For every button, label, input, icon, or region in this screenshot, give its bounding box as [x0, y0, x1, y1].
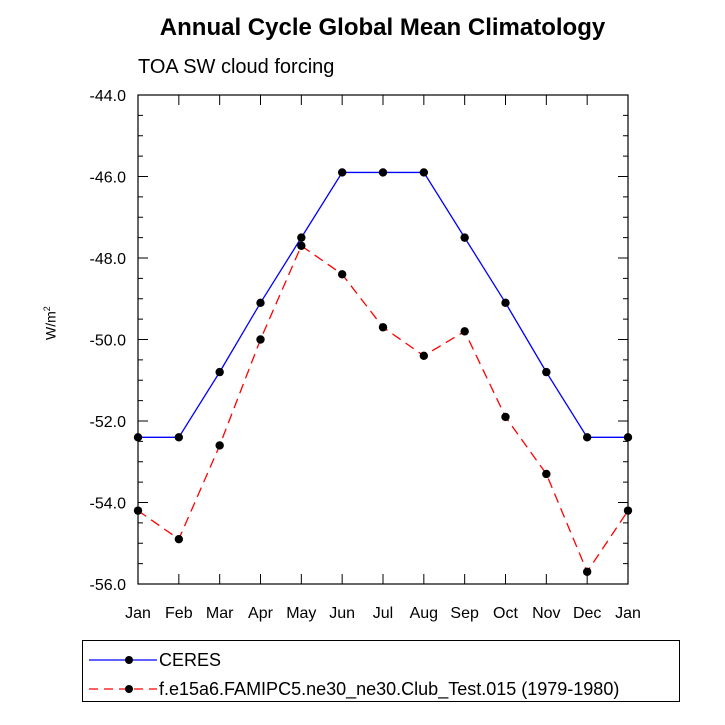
chart-title: Annual Cycle Global Mean Climatology	[159, 14, 606, 41]
x-tick-label: Feb	[165, 605, 193, 622]
series-line-0	[138, 171, 628, 438]
data-point-series-1	[256, 335, 265, 344]
x-tick-label: Jul	[373, 605, 393, 622]
data-point-series-0	[419, 168, 429, 177]
legend-label-model: f.e15a6.FAMIPC5.ne30_ne30.Club_Test.015 …	[159, 679, 620, 699]
legend-entry-model: f.e15a6.FAMIPC5.ne30_ne30.Club_Test.015 …	[83, 677, 681, 701]
data-point-series-1	[297, 241, 306, 250]
x-tick-label: Oct	[493, 605, 518, 622]
y-tick-label: -44.0	[90, 88, 127, 105]
x-tick-label: Mar	[206, 605, 234, 622]
data-point-series-0	[256, 298, 265, 308]
data-point-series-0	[337, 168, 347, 177]
data-point-series-0	[542, 367, 551, 377]
x-tick-label: Nov	[532, 605, 560, 622]
data-point-series-0	[174, 433, 184, 442]
data-point-series-1	[460, 327, 469, 336]
data-point-series-0	[378, 168, 388, 177]
data-point-series-0	[623, 433, 633, 442]
data-point-series-0	[501, 298, 510, 308]
data-point-series-0	[297, 233, 306, 242]
y-tick-label: -52.0	[90, 414, 127, 431]
chart-subtitle: TOA SW cloud forcing	[138, 56, 335, 78]
data-point-series-0	[460, 233, 469, 242]
x-tick-label: Jun	[329, 605, 355, 622]
data-point-series-1	[419, 351, 429, 360]
y-tick-label: -56.0	[90, 577, 127, 594]
legend-label-ceres: CERES	[159, 650, 222, 670]
x-tick-label: Jan	[125, 605, 151, 622]
y-tick-label: -50.0	[90, 333, 127, 350]
data-point-series-0	[215, 367, 224, 377]
data-point-series-1	[582, 567, 592, 576]
data-point-series-0	[582, 433, 592, 442]
x-tick-label: Aug	[410, 605, 438, 622]
legend: CERES f.e15a6.FAMIPC5.ne30_ne30.Club_Tes…	[82, 640, 680, 702]
data-point-series-1	[378, 323, 388, 332]
data-point-series-1	[501, 412, 510, 422]
data-point-series-1	[542, 469, 551, 479]
legend-line-model	[89, 685, 157, 693]
data-point-series-1	[337, 270, 347, 279]
y-axis-label: W/m2	[42, 306, 59, 340]
x-tick-label: Sep	[450, 605, 479, 622]
data-point-series-1	[215, 441, 224, 450]
x-tick-label: Dec	[573, 605, 601, 622]
x-tick-label: May	[286, 605, 316, 622]
y-tick-label: -46.0	[90, 170, 127, 187]
legend-entry-ceres: CERES	[83, 648, 681, 672]
data-point-series-1	[623, 506, 633, 515]
legend-line-ceres	[89, 656, 157, 664]
y-tick-label: -54.0	[90, 496, 127, 513]
y-tick-label: -48.0	[90, 251, 127, 268]
data-point-series-0	[133, 433, 143, 442]
data-point-series-1	[174, 534, 184, 544]
x-tick-label: Jan	[615, 605, 641, 622]
data-point-series-1	[133, 506, 143, 515]
x-tick-label: Apr	[248, 605, 274, 622]
series-line-1	[137, 244, 629, 574]
